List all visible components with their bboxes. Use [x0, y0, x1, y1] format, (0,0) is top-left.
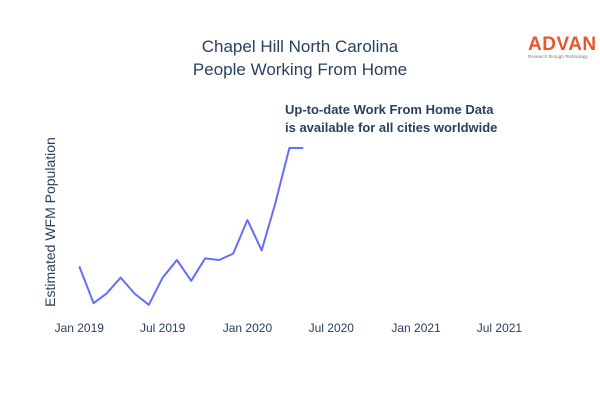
x-tick-label: Jul 2019 — [140, 321, 186, 335]
x-axis-ticks: Jan 2019 Jul 2019 Jan 2020 Jul 2020 Jan 2021… — [55, 321, 523, 335]
series-line-wfm — [78, 147, 304, 306]
x-tick-label: Jan 2019 — [55, 321, 105, 335]
advan-logo: ADVAN Research through Technology — [528, 34, 597, 59]
logo-tagline: Research through Technology — [528, 54, 588, 59]
x-tick-label: Jan 2021 — [391, 321, 441, 335]
x-tick-label: Jan 2020 — [223, 321, 273, 335]
annotation-line-1: Up-to-date Work From Home Data — [285, 102, 494, 117]
annotation-line-2: is available for all cities worldwide — [285, 120, 497, 135]
logo-name: ADVAN — [528, 34, 597, 55]
x-tick-label: Jul 2020 — [309, 321, 355, 335]
chart-title-line-1: Chapel Hill North Carolina — [202, 37, 399, 56]
y-axis-title: Estimated WFM Population — [42, 137, 58, 307]
x-tick-label: Jul 2021 — [477, 321, 523, 335]
chart-title-line-2: People Working From Home — [193, 60, 407, 79]
